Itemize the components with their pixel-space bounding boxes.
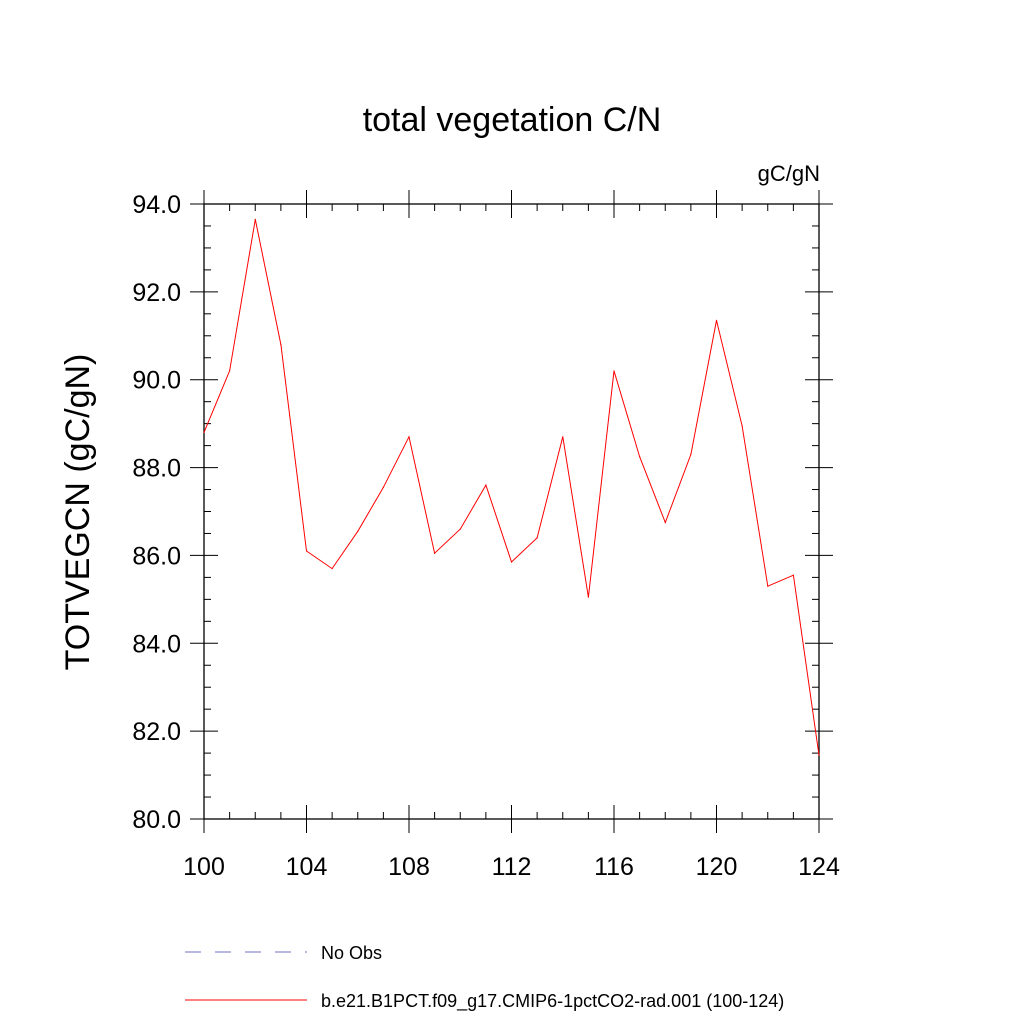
data-point: [792, 574, 794, 576]
data-point: [562, 436, 564, 438]
data-point: [536, 537, 538, 539]
y-tick-label: 94.0: [132, 191, 181, 219]
x-tick-label: 112: [492, 853, 532, 881]
series-layer: [203, 218, 820, 756]
data-point: [690, 453, 692, 455]
data-point: [357, 530, 359, 532]
x-tick-label: 124: [798, 853, 840, 881]
data-point: [485, 484, 487, 486]
data-point: [254, 218, 256, 220]
data-point: [331, 568, 333, 570]
legend-label-no-obs: No Obs: [321, 943, 382, 963]
data-point: [305, 550, 308, 552]
y-tick-label: 92.0: [132, 279, 181, 307]
data-point: [280, 343, 282, 346]
y-tick-label: 82.0: [132, 718, 181, 746]
y-tick-label: 88.0: [132, 455, 181, 483]
y-axis-label: TOTVEGCN (gC/gN): [59, 354, 97, 671]
data-point: [382, 486, 384, 488]
legend-label-model: b.e21.B1PCT.f09_g17.CMIP6-1pctCO2-rad.00…: [321, 991, 784, 1012]
units-label: gC/gN: [758, 161, 820, 186]
x-tick-label: 120: [696, 853, 738, 881]
data-point: [639, 455, 641, 458]
data-point: [408, 436, 410, 438]
data-point: [587, 596, 589, 598]
x-tick-label: 116: [594, 853, 634, 881]
data-point: [818, 754, 820, 756]
data-point: [741, 425, 743, 427]
series-line-0: [203, 219, 820, 756]
y-tick-label: 86.0: [132, 542, 181, 570]
x-tick-label: 104: [286, 853, 328, 881]
x-tick-labels: 100 104 108 112 116 120 124: [183, 853, 840, 881]
data-point: [510, 561, 513, 563]
x-tick-label: 108: [388, 853, 430, 881]
y-tick-label: 84.0: [132, 630, 181, 658]
data-point: [613, 370, 615, 372]
chart-title: total vegetation C/N: [363, 101, 662, 139]
data-point: [767, 585, 769, 587]
y-tick-label: 90.0: [132, 367, 181, 395]
data-point: [459, 528, 461, 530]
axis-ticks: [190, 190, 833, 833]
data-point: [664, 521, 666, 524]
data-point: [229, 370, 231, 372]
data-point: [203, 431, 205, 434]
x-tick-label: 100: [183, 853, 225, 881]
legend: No Obs b.e21.B1PCT.f09_g17.CMIP6-1pctCO2…: [185, 943, 784, 1012]
data-point: [434, 552, 436, 554]
y-tick-label: 80.0: [132, 806, 181, 834]
plot-frame: [203, 203, 820, 820]
y-tick-labels: 80.0 82.0 84.0 86.0 88.0 90.0 92.0 94.0: [132, 191, 181, 834]
data-point: [715, 319, 718, 322]
